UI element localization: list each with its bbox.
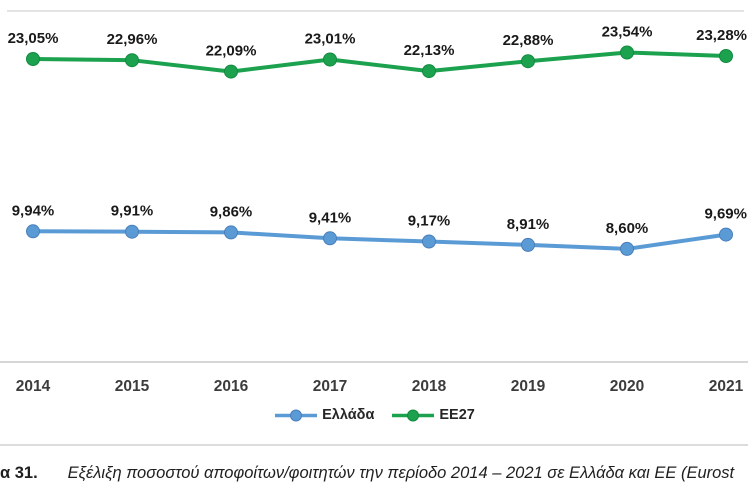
data-point-label: 22,88%	[503, 32, 554, 49]
data-point-marker	[620, 45, 634, 60]
data-point-marker	[26, 52, 40, 66]
data-point-label: 9,86%	[210, 203, 253, 220]
data-point-marker	[620, 241, 634, 256]
data-point-label: 9,69%	[704, 206, 747, 223]
data-point-marker	[224, 64, 238, 79]
legend-label-ellada: Ελλάδα	[322, 407, 375, 423]
x-axis-tick-label: 2014	[16, 378, 51, 395]
data-point-label: 23,54%	[602, 24, 653, 41]
data-point-marker	[719, 227, 733, 242]
data-point-marker	[521, 54, 535, 69]
caption-divider	[0, 444, 748, 446]
line-chart: 2014 2015 2016 2017 2018 2019 2020 2021 9,94% 9,9…	[0, 10, 748, 395]
data-point-label: 9,41%	[309, 209, 352, 226]
data-point-label: 23,05%	[8, 30, 59, 47]
data-point-marker	[224, 225, 238, 240]
legend-label-ee27: EE27	[439, 407, 475, 423]
series-line-1	[31, 50, 728, 74]
data-point-label: 23,01%	[305, 31, 356, 48]
chart-legend: Ελλάδα EE27	[0, 407, 748, 423]
data-point-label: 8,60%	[606, 220, 649, 237]
data-point-marker	[26, 224, 40, 239]
data-point-label: 9,94%	[12, 202, 55, 219]
legend-marker-ellada	[275, 409, 318, 421]
data-point-label: 22,96%	[107, 31, 158, 48]
data-point-label: 22,13%	[404, 42, 455, 59]
x-axis-tick-label: 2021	[709, 378, 744, 395]
figure-caption: α 31. Εξέλιξη ποσοστού αποφοίτων/φοιτητώ…	[0, 464, 748, 483]
data-point-marker	[422, 64, 436, 79]
figure-caption-text: Εξέλιξη ποσοστού αποφοίτων/φοιτητών την …	[67, 464, 735, 482]
data-point-label: 23,28%	[696, 27, 747, 44]
data-point-label: 8,91%	[507, 216, 550, 233]
data-point-marker	[719, 49, 733, 63]
series-line-0	[31, 229, 728, 251]
x-axis-tick-label: 2016	[214, 378, 249, 395]
legend-item-ellada: Ελλάδα	[273, 407, 374, 423]
data-point-marker	[125, 53, 139, 68]
figure-caption-label: α 31.	[0, 464, 38, 482]
legend-item-ee27: EE27	[390, 407, 475, 423]
x-axis-tick-label: 2018	[412, 378, 447, 395]
data-point-marker	[125, 224, 139, 239]
data-point-marker	[323, 231, 337, 246]
x-axis-tick-label: 2015	[115, 378, 150, 395]
x-axis-tick-label: 2020	[610, 378, 644, 395]
data-point-marker	[422, 234, 436, 249]
data-point-label: 22,09%	[206, 43, 257, 60]
data-point-label: 9,17%	[408, 213, 451, 230]
legend-marker-ee27	[392, 409, 435, 421]
data-point-marker	[521, 237, 535, 252]
data-point-marker	[323, 52, 337, 67]
x-axis-tick-label: 2017	[313, 378, 347, 395]
x-axis-tick-label: 2019	[511, 378, 546, 395]
data-point-label: 9,91%	[111, 203, 154, 220]
